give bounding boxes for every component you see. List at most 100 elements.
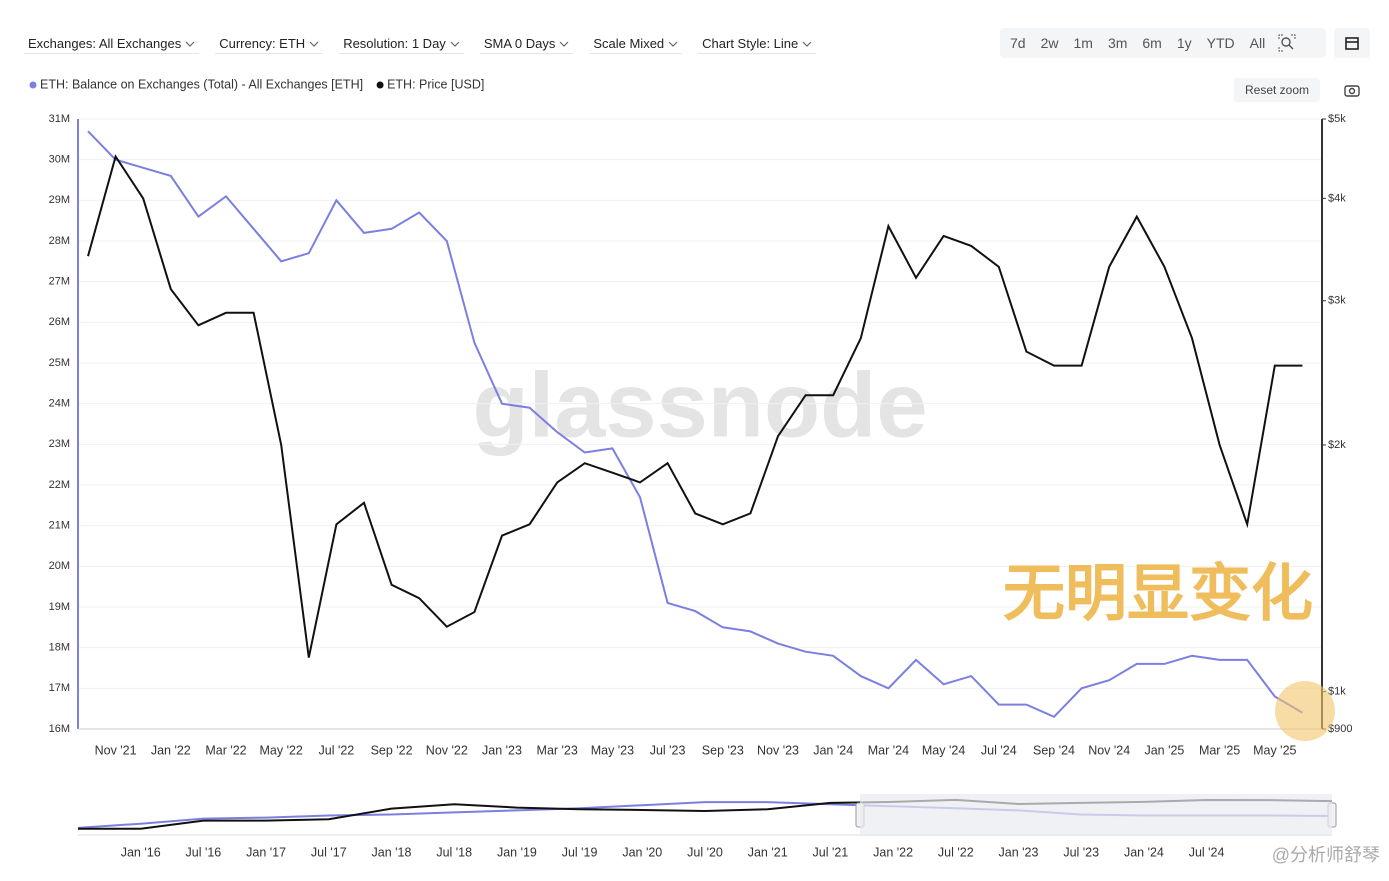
x-tick-label: May '22	[260, 743, 303, 757]
filter-label: Chart Style: Line	[702, 36, 799, 51]
y2-tick-label: $5k	[1328, 113, 1346, 125]
range-button[interactable]: 7d	[1010, 35, 1026, 51]
annotation: 无明显变化	[1003, 559, 1313, 628]
navigator-tick-label: Jan '20	[622, 845, 662, 859]
x-tick-label: Jul '24	[981, 743, 1017, 757]
range-button[interactable]: 2w	[1040, 35, 1059, 51]
y-tick-label: 18M	[49, 642, 70, 654]
x-tick-label: May '24	[922, 743, 965, 757]
navigator-tick-label: Jan '21	[748, 845, 788, 859]
legend-marker	[29, 81, 37, 89]
y-tick-label: 25M	[49, 357, 70, 369]
y-tick-label: 27M	[49, 276, 70, 288]
range-selector: 7d 2w 1m 3m 6m 1y YTD All	[1000, 28, 1326, 58]
x-tick-label: Mar '24	[868, 743, 909, 757]
y-tick-label: 19M	[49, 601, 70, 613]
watermark: glassnode	[472, 354, 927, 456]
chevron	[450, 41, 460, 47]
filter-label: Currency: ETH	[219, 36, 306, 51]
chevron	[309, 41, 319, 47]
x-tick-label: Nov '24	[1088, 743, 1130, 757]
x-tick-label: Jul '22	[319, 743, 355, 757]
y-tick-label: 24M	[49, 398, 70, 410]
camera-icon	[1344, 85, 1360, 97]
navigator-tick-label: Jan '18	[372, 845, 412, 859]
navigator-tick-label: Jan '23	[999, 845, 1039, 859]
range-button[interactable]: 3m	[1107, 35, 1128, 51]
series-line	[87, 130, 1303, 718]
navigator-tick-label: Jul '20	[687, 845, 723, 859]
legend-marker	[376, 81, 384, 89]
navigator-tick-label: Jul '16	[186, 845, 222, 859]
chevron	[185, 41, 195, 47]
filter-label: Scale Mixed	[593, 36, 665, 51]
filter-label: SMA 0 Days	[483, 36, 556, 51]
x-tick-label: Nov '23	[757, 743, 799, 757]
x-tick-label: Nov '22	[426, 743, 468, 757]
filter-dropdown[interactable]: Scale Mixed	[589, 34, 683, 54]
y2-tick-label: $3k	[1328, 295, 1346, 307]
range-button[interactable]: 1y	[1176, 35, 1192, 51]
navigator-tick-label: Jan '16	[121, 845, 161, 859]
filter-label: Resolution: 1 Day	[343, 36, 446, 51]
navigator-tick-label: Jul '19	[562, 845, 598, 859]
x-tick-label: Jan '23	[482, 743, 522, 757]
x-tick-label: Jul '23	[650, 743, 686, 757]
y-tick-label: 17M	[49, 682, 70, 694]
reset-zoom-button[interactable]: Reset zoom	[1234, 78, 1320, 102]
range-button[interactable]: 6m	[1142, 35, 1162, 51]
navigator-tick-label: Jan '17	[246, 845, 286, 859]
y2-tick-label: $900	[1328, 723, 1352, 735]
x-tick-label: May '25	[1253, 743, 1296, 757]
navigator-tick-label: Jul '23	[1063, 845, 1099, 859]
series-line	[87, 154, 1303, 658]
y-tick-label: 23M	[49, 438, 70, 450]
navigator-tick-label: Jan '22	[873, 845, 913, 859]
y-tick-label: 29M	[49, 194, 70, 206]
navigator-tick-label: Jan '19	[497, 845, 537, 859]
navigator-tick-label: Jul '24	[1189, 845, 1225, 859]
filter-dropdown[interactable]: Exchanges: All Exchanges	[24, 34, 200, 54]
navigator-tick-label: Jul '21	[813, 845, 849, 859]
filter-dropdown[interactable]: Resolution: 1 Day	[339, 34, 464, 54]
filter-dropdown[interactable]: Currency: ETH	[215, 34, 324, 54]
toolbar: Exchanges: All Exchanges Currency: ETH Res…	[24, 32, 826, 56]
x-tick-label: Sep '22	[371, 743, 413, 757]
filter-dropdown[interactable]: SMA 0 Days	[479, 34, 574, 54]
x-tick-label: Mar '25	[1199, 743, 1240, 757]
x-tick-label: Jan '24	[813, 743, 853, 757]
y-tick-label: 30M	[49, 154, 70, 166]
range-button[interactable]: YTD	[1206, 35, 1235, 51]
y-tick-label: 16M	[49, 723, 70, 735]
navigator-tick-label: Jul '17	[311, 845, 347, 859]
x-tick-label: Mar '23	[537, 743, 578, 757]
x-tick-label: Mar '22	[205, 743, 246, 757]
x-tick-label: Jan '25	[1144, 743, 1184, 757]
y-tick-label: 20M	[49, 560, 70, 572]
chevron	[559, 41, 569, 47]
legend-label: ETH: Price [USD]	[387, 77, 484, 91]
y-tick-label: 22M	[49, 479, 70, 491]
chevron	[668, 41, 678, 47]
navigator-tick-label: Jul '22	[938, 845, 974, 859]
filter-dropdown[interactable]: Chart Style: Line	[698, 34, 817, 54]
range-button[interactable]: All	[1249, 35, 1266, 51]
y2-tick-label: $4k	[1328, 192, 1346, 204]
x-tick-label: Jan '22	[151, 743, 191, 757]
x-tick-label: Sep '24	[1033, 743, 1075, 757]
legend-label: ETH: Balance on Exchanges (Total) - All …	[40, 77, 363, 91]
camera-button[interactable]	[1336, 78, 1368, 102]
y2-tick-label: $2k	[1328, 439, 1346, 451]
x-tick-label: Sep '23	[702, 743, 744, 757]
navigator-tick-label: Jan '24	[1124, 845, 1164, 859]
calendar-button[interactable]	[1334, 28, 1370, 58]
zoom-icon[interactable]	[1278, 34, 1296, 52]
range-button[interactable]: 1m	[1073, 35, 1093, 51]
y-tick-label: 31M	[49, 113, 70, 125]
navigator-window[interactable]	[860, 794, 1332, 836]
y-tick-label: 21M	[49, 520, 70, 532]
filter-label: Exchanges: All Exchanges	[28, 36, 182, 51]
chevron	[802, 41, 812, 47]
y-tick-label: 26M	[49, 316, 70, 328]
